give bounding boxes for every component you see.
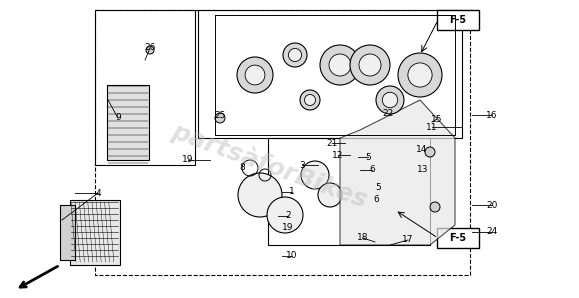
Circle shape: [320, 45, 360, 85]
Text: 19: 19: [282, 224, 294, 232]
Circle shape: [408, 63, 432, 87]
Text: 5: 5: [375, 184, 381, 193]
Text: 9: 9: [115, 114, 121, 122]
Text: 26: 26: [144, 44, 156, 52]
Circle shape: [245, 65, 265, 85]
Text: 20: 20: [486, 201, 498, 209]
Circle shape: [398, 53, 442, 97]
Text: 1: 1: [289, 187, 295, 196]
Text: F-5: F-5: [449, 233, 467, 243]
Circle shape: [359, 54, 381, 76]
Circle shape: [425, 147, 435, 157]
Bar: [268, 138, 430, 245]
Text: 16: 16: [486, 111, 498, 119]
Circle shape: [215, 113, 225, 123]
Text: 6: 6: [369, 165, 375, 175]
Text: 2: 2: [285, 212, 291, 221]
Bar: [70, 200, 120, 265]
Bar: [437, 10, 479, 30]
Circle shape: [146, 46, 154, 54]
Text: 6: 6: [373, 195, 379, 204]
Circle shape: [237, 57, 273, 93]
Circle shape: [288, 48, 302, 62]
Text: 24: 24: [486, 227, 497, 237]
Text: 10: 10: [286, 252, 298, 260]
Circle shape: [318, 183, 342, 207]
Text: 5: 5: [365, 153, 371, 162]
Circle shape: [238, 173, 282, 217]
Circle shape: [376, 86, 404, 114]
Circle shape: [350, 45, 390, 85]
Text: 4: 4: [95, 189, 101, 198]
Circle shape: [300, 90, 320, 110]
Text: 18: 18: [357, 234, 369, 243]
Bar: [60, 205, 75, 260]
Text: 8: 8: [239, 164, 245, 173]
Circle shape: [283, 43, 307, 67]
Text: 3: 3: [299, 161, 305, 170]
Text: 13: 13: [417, 165, 429, 175]
Circle shape: [382, 92, 398, 108]
Circle shape: [301, 161, 329, 189]
Bar: [95, 10, 470, 275]
Text: 19: 19: [182, 156, 194, 164]
Circle shape: [267, 197, 303, 233]
Text: 25: 25: [214, 111, 226, 119]
Polygon shape: [340, 100, 455, 245]
Bar: [437, 228, 479, 248]
Text: 17: 17: [402, 235, 414, 244]
Text: 21: 21: [327, 139, 338, 148]
Text: 14: 14: [416, 145, 428, 154]
Text: 22: 22: [382, 108, 394, 117]
Text: 12: 12: [332, 150, 344, 159]
Bar: [107, 85, 149, 160]
Text: 11: 11: [426, 122, 438, 131]
Circle shape: [329, 54, 351, 76]
Bar: [95, 10, 195, 165]
Text: 15: 15: [431, 114, 443, 123]
Bar: [198, 10, 462, 138]
Text: partsàforBikes: partsàforBikes: [168, 118, 371, 212]
Circle shape: [305, 94, 316, 105]
Circle shape: [430, 202, 440, 212]
Text: F-5: F-5: [449, 15, 467, 25]
